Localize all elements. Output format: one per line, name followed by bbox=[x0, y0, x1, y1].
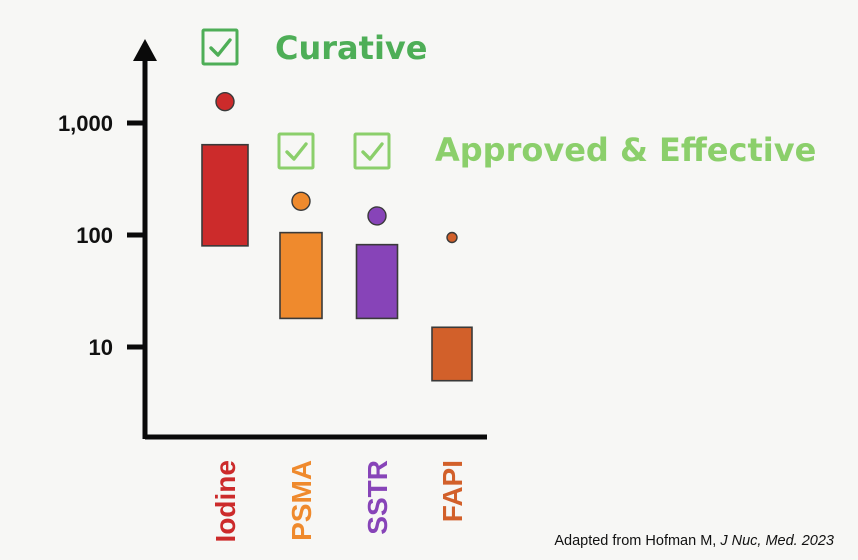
y-axis-arrow bbox=[133, 39, 157, 61]
range-bar-fapi bbox=[431, 326, 473, 382]
source-note: Adapted from Hofman M, J Nuc, Med. 2023 bbox=[554, 533, 834, 549]
checkmark-icon-iodine bbox=[209, 38, 232, 57]
checkmark-icon-sstr bbox=[361, 142, 384, 161]
annotation-curative: Curative bbox=[275, 29, 427, 67]
range-bar-psma bbox=[279, 231, 323, 320]
category-label-psma: PSMA bbox=[286, 460, 317, 541]
category-label-iodine: Iodine bbox=[210, 460, 241, 542]
point-psma bbox=[291, 191, 311, 211]
y-tick-label-100: 100 bbox=[76, 223, 113, 248]
checkbox-iodine bbox=[201, 28, 239, 66]
point-fapi bbox=[446, 231, 458, 244]
category-label-fapi: FAPI bbox=[437, 460, 468, 522]
point-sstr bbox=[367, 206, 387, 226]
checkbox-sstr bbox=[353, 132, 391, 170]
category-label-sstr: SSTR bbox=[362, 460, 393, 535]
checkbox-psma bbox=[277, 132, 315, 170]
range-bar-iodine bbox=[201, 143, 249, 247]
source-note-text: Adapted from Hofman M, bbox=[554, 533, 721, 549]
range-bar-sstr bbox=[355, 243, 399, 320]
checkmark-icon-psma bbox=[285, 142, 308, 161]
point-iodine bbox=[215, 91, 235, 112]
annotation-approved-effective: Approved & Effective bbox=[435, 131, 816, 169]
y-tick-label-10: 10 bbox=[89, 335, 113, 360]
source-note-journal: J Nuc, Med. 2023 bbox=[720, 533, 834, 549]
y-tick-label-1-000: 1,000 bbox=[58, 111, 113, 136]
